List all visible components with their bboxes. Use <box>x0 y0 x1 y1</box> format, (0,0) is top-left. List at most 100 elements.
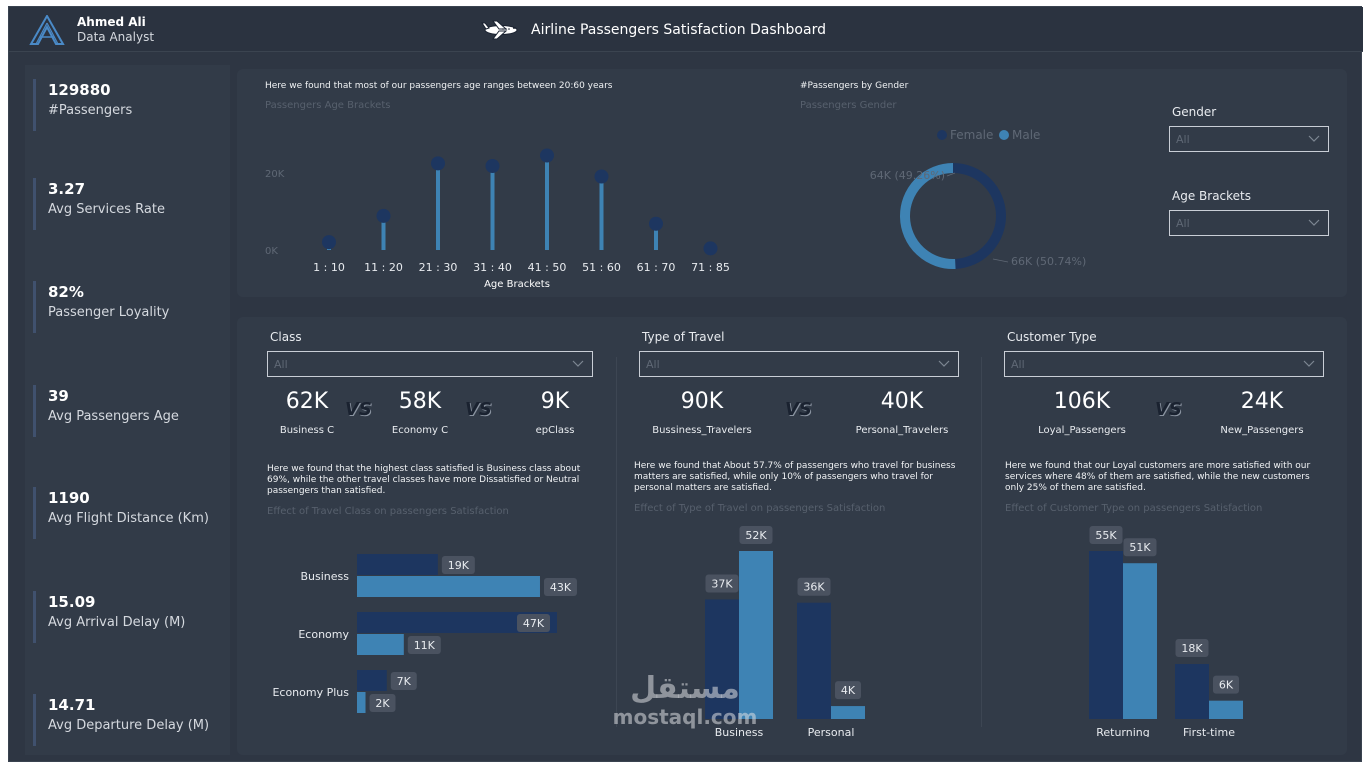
x-tick-label: 31 : 40 <box>473 261 512 274</box>
data-label: 11K <box>414 639 436 652</box>
data-label: 43K <box>550 581 572 594</box>
watermark: مستقل mostaql.com <box>600 672 770 729</box>
airplane-icon <box>481 20 518 40</box>
satisfaction-bar <box>831 706 865 719</box>
y-tick-label: 0K <box>265 246 278 257</box>
insight-line: Here we found that the highest class sat… <box>267 464 581 474</box>
class-bar <box>357 670 387 691</box>
data-label-bg <box>1089 526 1123 544</box>
age-lollipop-point <box>376 208 391 223</box>
economy-class-count: 58K <box>398 389 442 414</box>
data-label: 52K <box>745 529 767 542</box>
chevron-down-icon <box>938 360 950 367</box>
insight-line: personal matters are satisfied. <box>634 483 772 493</box>
kpi-value: 129880 <box>48 81 111 99</box>
chevron-down-icon <box>1308 135 1320 142</box>
x-axis-label: Age Brackets <box>484 279 550 290</box>
business-travelers-count: 90K <box>680 389 724 414</box>
data-label: 37K <box>711 577 733 590</box>
company-logo-icon <box>29 15 65 45</box>
travel-insight: Here we found that About 57.7% of passen… <box>634 461 974 494</box>
customer-chart-subtitle: Effect of Customer Type on passengers Sa… <box>1005 503 1263 514</box>
business-travelers-label: Bussiness_Travelers <box>652 425 752 436</box>
data-label: 2K <box>375 697 390 710</box>
economy-class-label: Economy C <box>391 425 449 436</box>
insight-line: only 25% of them are satisfied. <box>1005 483 1146 493</box>
class-bar <box>357 576 540 597</box>
legend-swatch <box>999 130 1009 140</box>
kpi-passengers: 129880 #Passengers <box>33 79 223 131</box>
data-label: 7K <box>397 675 412 688</box>
donut-slice <box>900 163 956 269</box>
slicer-value: All <box>1011 358 1025 371</box>
customer-insight: Here we found that our Loyal customers a… <box>1005 461 1345 494</box>
kpi-value: 39 <box>48 387 69 405</box>
customer-slicer-label: Customer Type <box>1007 330 1097 344</box>
kpi-loyalty: 82% Passenger Loyality <box>33 281 223 333</box>
data-label: 6K <box>1219 679 1234 692</box>
chevron-down-icon <box>1303 360 1315 367</box>
data-label-bg <box>797 577 831 596</box>
loyal-passengers-count: 106K <box>1053 389 1111 414</box>
data-label: 19K <box>448 559 470 572</box>
economy-plus-label: epClass <box>535 425 575 436</box>
data-label-bg <box>407 636 441 654</box>
personal-travelers-label: Personal_Travelers <box>855 425 949 436</box>
gender-heading: #Passengers by Gender <box>800 81 909 91</box>
top-bar: Ahmed Ali Data Analyst Airline Passenger… <box>9 7 1363 52</box>
data-label-bg <box>390 672 417 690</box>
gender-slicer-label: Gender <box>1172 105 1217 119</box>
slicer-value: All <box>274 358 288 371</box>
business-class-label: Business C <box>279 425 335 436</box>
category-label: Economy <box>298 628 349 641</box>
class-insight: Here we found that the highest class sat… <box>267 464 607 497</box>
class-bar <box>357 692 366 713</box>
age-lollipop-point <box>485 159 500 173</box>
age-lollipop-point <box>649 216 663 231</box>
gender-chart-subtitle: Passengers Gender <box>800 100 897 111</box>
age-bracket-slicer[interactable]: All <box>1169 210 1329 236</box>
watermark-latin: mostaql.com <box>612 705 758 729</box>
chevron-down-icon <box>1308 219 1320 226</box>
kpi-label: Avg Arrival Delay (M) <box>48 615 186 630</box>
leader-line <box>946 172 956 177</box>
x-tick-label: 1 : 10 <box>313 261 345 274</box>
age-lollipop-point <box>594 169 609 184</box>
data-label: 55K <box>1095 529 1117 542</box>
age-lollipop-point <box>322 235 336 250</box>
data-label-bg <box>1213 675 1239 694</box>
donut-slice <box>952 163 1006 269</box>
satisfaction-bar <box>1175 664 1209 719</box>
gender-slicer[interactable]: All <box>1169 126 1329 152</box>
class-slicer[interactable]: All <box>267 351 593 377</box>
customer-satisfaction-chart: 55K 51K Returning 18K 6K First-time <box>1089 526 1243 737</box>
age-lollipop-point <box>703 241 718 256</box>
data-label-bg <box>1175 639 1209 658</box>
travel-type-slicer[interactable]: All <box>639 351 959 377</box>
kpi-value: 14.71 <box>48 696 96 714</box>
new-passengers-label: New_Passengers <box>1220 425 1304 436</box>
class-bar <box>357 554 438 575</box>
vs-icon: VS <box>785 399 812 420</box>
satisfaction-bar <box>1209 700 1243 719</box>
data-label-bg <box>543 578 577 596</box>
x-tick-label: 51 : 60 <box>582 261 621 274</box>
customer-type-slicer[interactable]: All <box>1004 351 1324 377</box>
kpi-label: Avg Flight Distance (Km) <box>48 511 209 526</box>
data-label-bg <box>705 574 739 593</box>
data-label-bg <box>369 694 396 712</box>
user-role: Data Analyst <box>77 30 155 44</box>
insight-line: Here we found that About 57.7% of passen… <box>634 461 956 471</box>
x-tick-label: 41 : 50 <box>528 261 567 274</box>
data-label: 18K <box>1181 642 1203 655</box>
kpi-label: Avg Services Rate <box>48 202 165 217</box>
data-label: 47K <box>523 617 545 630</box>
insight-line: 69%, while the other travel classes have… <box>267 475 580 485</box>
age-insight: Here we found that most of our passenger… <box>265 81 613 91</box>
insight-line: matters are satisfied, while only 10% of… <box>634 472 933 482</box>
class-satisfaction-chart: Business 19K 43K Economy 47K 11K Economy Plus 7… <box>272 554 577 713</box>
insight-line: services where 48% of them are satisfied… <box>1005 472 1310 482</box>
satisfaction-bar <box>739 551 773 719</box>
kpi-arrival-delay: 15.09 Avg Arrival Delay (M) <box>33 591 223 643</box>
age-slicer-label: Age Brackets <box>1172 189 1252 203</box>
